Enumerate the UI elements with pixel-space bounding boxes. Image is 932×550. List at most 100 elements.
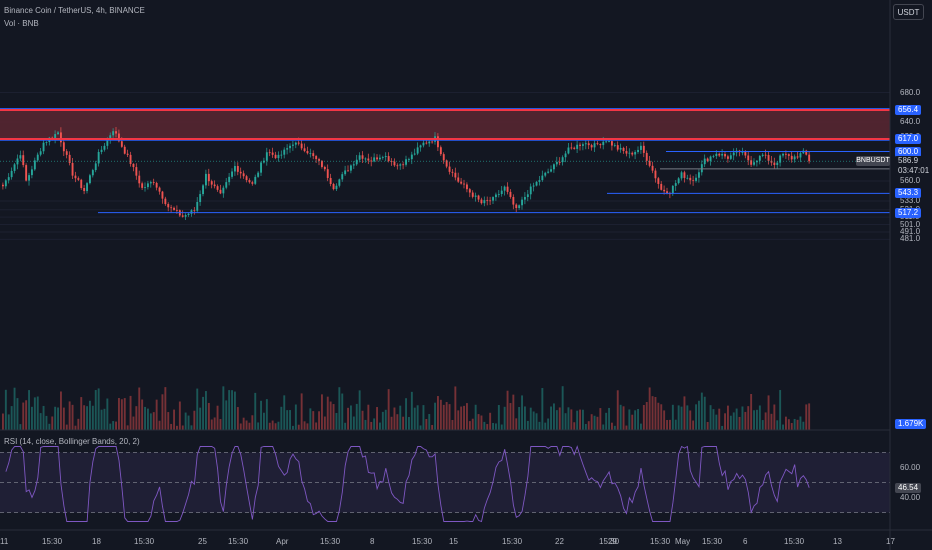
volume-bar [216,405,219,430]
candle-body [176,209,178,211]
candle-body [303,148,306,152]
volume-bar [657,402,660,430]
volume-bar [761,420,764,430]
candle-body [439,147,442,155]
volume-bar [300,393,303,430]
candle-body [210,181,213,185]
candle-body [729,155,732,159]
candle-body [350,165,352,171]
volume-bar [335,412,338,430]
volume-bar [611,422,613,430]
candle-body [306,151,309,154]
price-tick-label: 560.0 [900,176,921,186]
volume-bar [515,418,518,430]
candle-body [416,147,419,154]
volume-bar [680,406,683,430]
volume-bar [584,423,587,430]
candle-body [413,153,416,155]
candle-body [776,162,779,166]
candle-body [207,173,210,182]
volume-bar [477,414,480,430]
volume-bar [321,394,323,430]
candle-body [123,146,126,154]
candle-body [671,185,674,194]
horizontal-levels[interactable] [0,108,890,214]
candle-body [77,178,80,180]
candle-body [741,152,744,153]
candle-body [602,141,605,146]
candle-body [260,162,262,173]
candle-body [187,213,190,215]
candle-body [538,180,541,182]
candlesticks [2,127,811,221]
volume-bar [379,422,381,430]
candle-body [277,154,280,159]
volume-bar [776,420,779,430]
volume-bar [135,406,138,430]
candle-body [497,194,500,195]
volume-bar [97,388,100,430]
candle-body [309,153,312,154]
volume-bar [54,406,57,430]
volume-bar [341,393,344,430]
candle-body [727,156,729,159]
price-tick-label: 501.0 [900,219,921,229]
candle-body [593,143,596,148]
volume-bar [7,414,10,430]
candle-body [486,200,489,201]
volume-bar [416,405,419,430]
time-tick-label: 15:30 [702,537,723,546]
candle-body [599,144,602,146]
candle-body [744,152,747,156]
volume-bar [405,398,407,430]
volume-bar [89,400,91,430]
candle-body [700,164,703,173]
candle-body [91,170,94,176]
time-tick-label: 15:30 [42,537,63,546]
volume-bar [112,421,115,430]
candle-body [489,200,492,202]
volume-bar [167,412,170,430]
time-tick-label: 15:30 [134,537,155,546]
volume-bar [260,400,262,430]
candle-body [384,156,387,158]
volume-bar [152,412,155,430]
candle-body [367,158,370,161]
candle-body [318,159,320,161]
candle-body [268,152,271,154]
candle-body [683,172,686,178]
volume-bar [474,404,477,430]
candle-body [97,151,100,164]
candle-body [677,178,680,184]
volume-bar [756,409,758,430]
candle-body [532,185,535,187]
candle-body [715,153,718,156]
volume-bar [94,390,97,430]
volume-bar [689,410,692,430]
currency-button[interactable]: USDT [893,4,924,20]
candle-body [570,147,573,149]
volume-bar [753,410,755,430]
candle-body [184,214,187,217]
volume-bar [637,408,639,430]
candle-body [89,175,91,184]
volume-bar [25,400,28,430]
volume-bar [106,398,109,430]
time-tick-label: 22 [555,537,564,546]
candle-body [347,170,349,172]
candle-body [619,147,622,150]
volume-bar [489,412,492,430]
volume-bar [495,423,497,430]
candle-body [422,142,425,146]
volume-bar [425,419,428,430]
candle-body [239,171,242,174]
candle-body [326,169,329,178]
volume-bar [184,412,187,430]
bar-countdown: 03:47:01 [898,166,930,176]
volume-bar [526,420,529,430]
volume-bar [550,406,552,430]
price-level-tag: 543.3 [895,188,922,199]
volume-bar [294,404,297,430]
volume-bar [65,424,68,430]
